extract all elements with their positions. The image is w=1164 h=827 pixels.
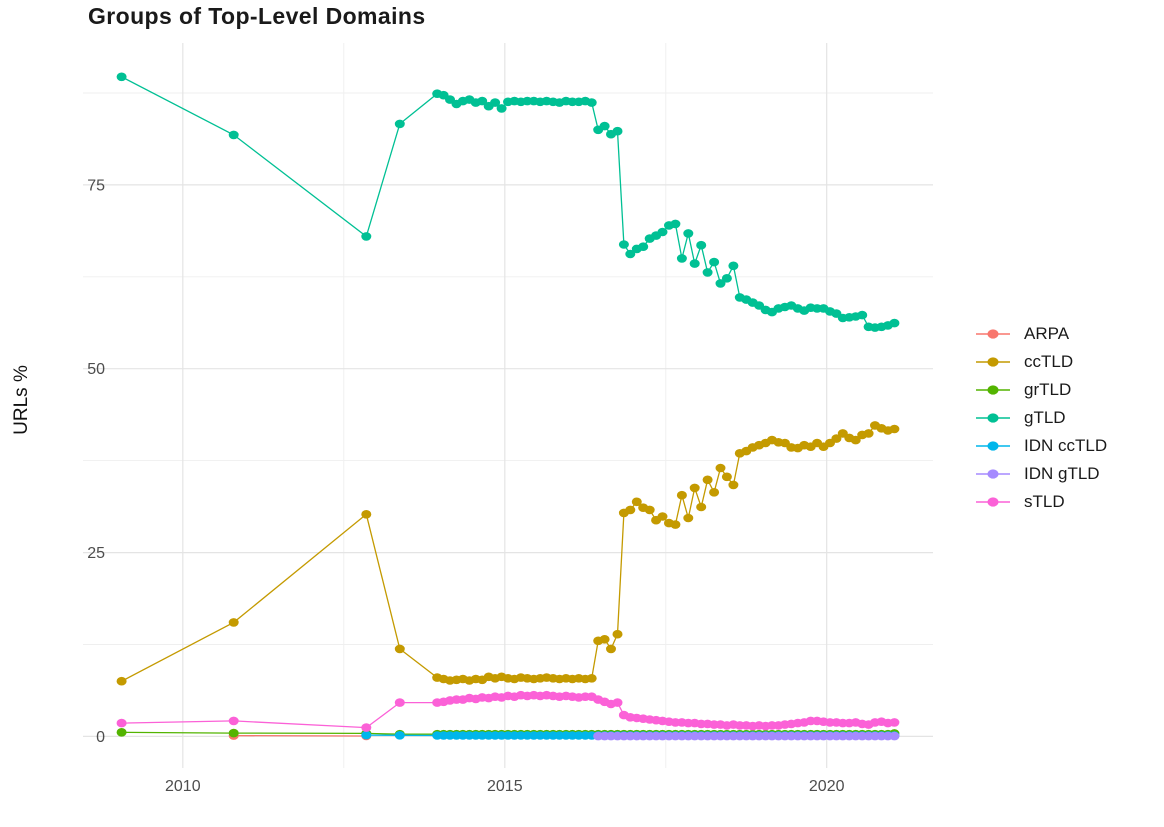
y-tick-label: 50 xyxy=(87,361,105,378)
legend-item-IDN-ccTLD: IDN ccTLD xyxy=(976,432,1107,460)
legend-item-label: IDN ccTLD xyxy=(1024,436,1108,455)
y-tick-label: 75 xyxy=(87,177,105,194)
legend-item-ARPA: ARPA xyxy=(976,320,1107,348)
legend-item-sTLD: sTLD xyxy=(976,488,1107,516)
x-tick-label: 2020 xyxy=(809,778,845,795)
legend-key-icon xyxy=(976,413,1010,423)
series-sTLD xyxy=(116,690,900,732)
legend-item-IDN-gTLD: IDN gTLD xyxy=(976,460,1107,488)
y-tick-label: 25 xyxy=(87,545,105,562)
series-IDN-gTLD xyxy=(593,731,900,741)
legend-item-ccTLD: ccTLD xyxy=(976,348,1107,376)
series-gTLD xyxy=(116,72,900,332)
y-tick-label: 0 xyxy=(96,729,105,746)
x-tick-label: 2010 xyxy=(165,778,201,795)
chart-title: Groups of Top-Level Domains xyxy=(88,3,426,29)
legend-item-label: grTLD xyxy=(1024,380,1072,399)
legend: ARPA ccTLD grTLD gTLD IDN ccTLD IDN gTLD sTLD xyxy=(976,320,1107,516)
legend-key-icon xyxy=(976,441,1010,451)
axis-tick-labels: 0 25 50 75 2010 2015 2020 xyxy=(87,177,844,795)
gridlines-minor xyxy=(83,43,933,768)
legend-item-label: IDN gTLD xyxy=(1024,464,1100,483)
x-tick-label: 2015 xyxy=(487,778,523,795)
series-ccTLD xyxy=(116,421,900,686)
legend-item-label: sTLD xyxy=(1024,492,1065,511)
legend-item-grTLD: grTLD xyxy=(976,376,1107,404)
legend-key-icon xyxy=(976,469,1010,479)
legend-key-icon xyxy=(976,385,1010,395)
legend-key-icon xyxy=(976,329,1010,339)
legend-item-label: ccTLD xyxy=(1024,352,1074,371)
legend-item-label: gTLD xyxy=(1024,408,1066,427)
gridlines-major xyxy=(83,43,933,768)
legend-item-label: ARPA xyxy=(1024,324,1070,343)
legend-item-gTLD: gTLD xyxy=(976,404,1107,432)
legend-key-icon xyxy=(976,357,1010,367)
legend-key-icon xyxy=(976,497,1010,507)
